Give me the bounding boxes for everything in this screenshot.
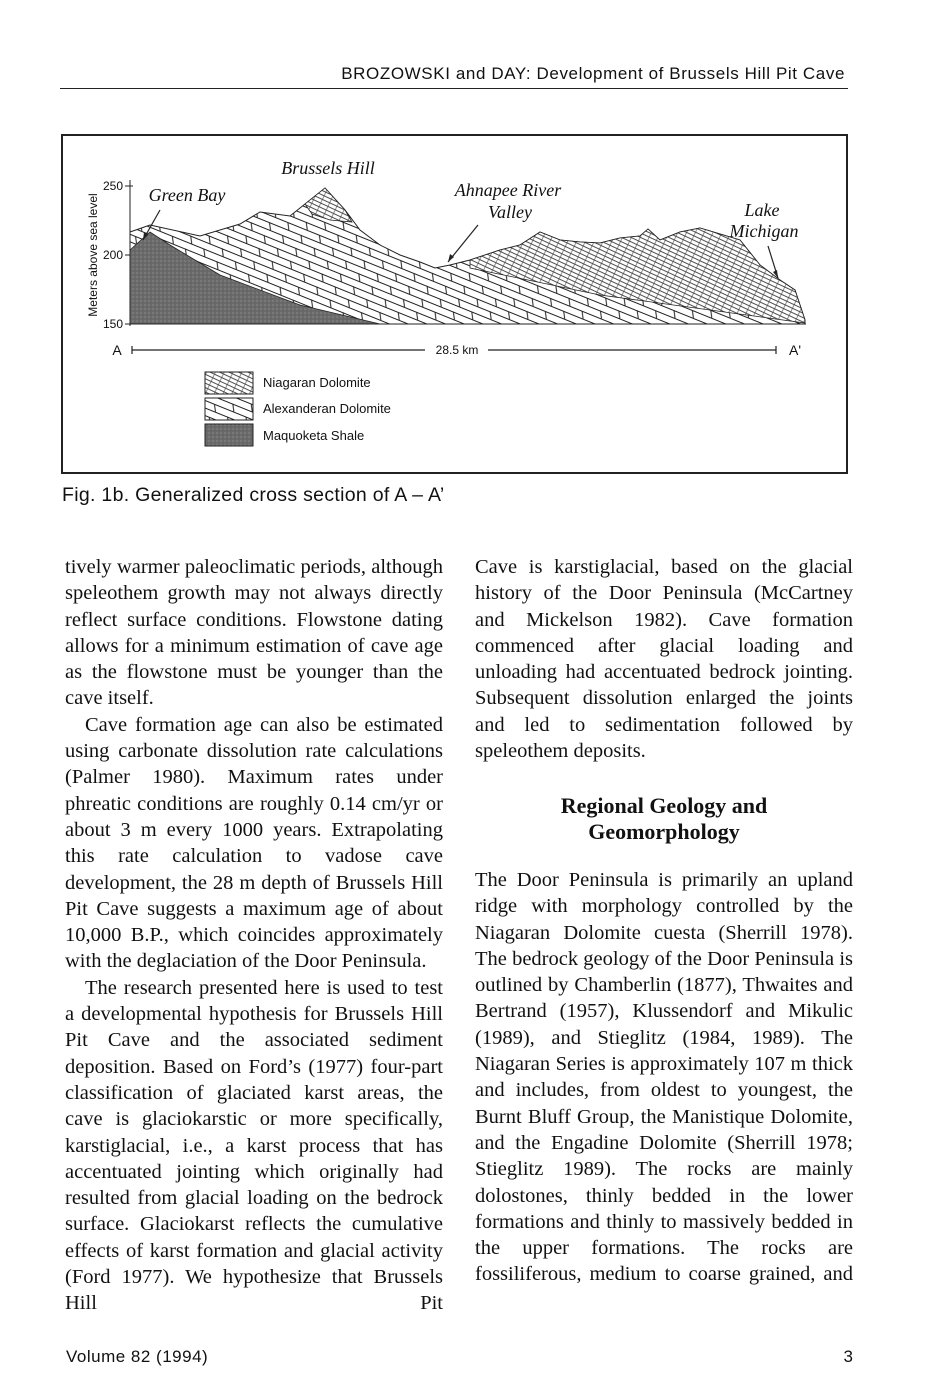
paragraph: Cave is karstiglacial, based on the glac… <box>475 556 853 763</box>
label: Valley <box>488 202 532 222</box>
legend-swatch <box>204 397 254 421</box>
paragraph: tively warmer paleoclimatic periods, alt… <box>65 556 443 710</box>
arrowhead <box>773 270 778 278</box>
legend-label: Maquoketa Shale <box>263 428 364 443</box>
left-column: tively warmer paleoclimatic periods, alt… <box>65 554 443 1317</box>
page-number: 3 <box>843 1347 853 1366</box>
header-rule <box>60 88 848 89</box>
label: Lake <box>744 200 780 220</box>
distance: 28.5 km <box>436 343 479 357</box>
paragraph: Cave formation age can also be estimated… <box>65 713 443 973</box>
section-end: A' <box>789 342 801 358</box>
legend-swatch <box>204 371 254 395</box>
y-tick-label: 150 <box>103 317 123 331</box>
right-column: Cave is karstiglacial, based on the glac… <box>475 554 853 764</box>
section-start: A <box>112 342 122 358</box>
running-title: BROZOWSKI and DAY: Development of Brusse… <box>341 64 845 83</box>
right-column: The Door Peninsula is primarily an uplan… <box>475 867 853 1288</box>
y-axis-label: Meters above sea level <box>86 193 100 316</box>
figure: Meters above sea level 250 200 150 Brussel… <box>61 134 848 474</box>
y-tick-label: 250 <box>103 179 123 193</box>
heading-line: Geomorphology <box>588 819 740 844</box>
y-tick-label: 200 <box>103 248 123 262</box>
label: Ahnapee River <box>454 180 562 200</box>
footer-volume: Volume 82 (1994) <box>66 1347 209 1366</box>
maquoketa-unit <box>129 231 381 325</box>
section-heading: Regional Geology and Geomorphology <box>475 793 853 845</box>
niagaran-unit <box>304 187 353 223</box>
arrowhead <box>448 254 454 262</box>
figure-frame <box>61 134 848 474</box>
heading-line: Regional Geology and <box>560 793 768 818</box>
label: Green Bay <box>149 185 226 205</box>
arrow <box>447 224 479 263</box>
label: Michigan <box>729 221 799 241</box>
figure-caption: Fig. 1b. Generalized cross section of A … <box>62 484 445 506</box>
paragraph: The research presented here is used to t… <box>65 976 443 1315</box>
legend-swatch <box>204 423 254 447</box>
legend-label: Alexanderan Dolomite <box>263 401 391 416</box>
niagaran-unit <box>469 227 806 324</box>
arrowhead <box>143 232 148 240</box>
label: Brussels Hill <box>281 158 375 178</box>
paragraph: The Door Peninsula is primarily an uplan… <box>475 869 853 1286</box>
legend-label: Niagaran Dolomite <box>263 375 371 390</box>
